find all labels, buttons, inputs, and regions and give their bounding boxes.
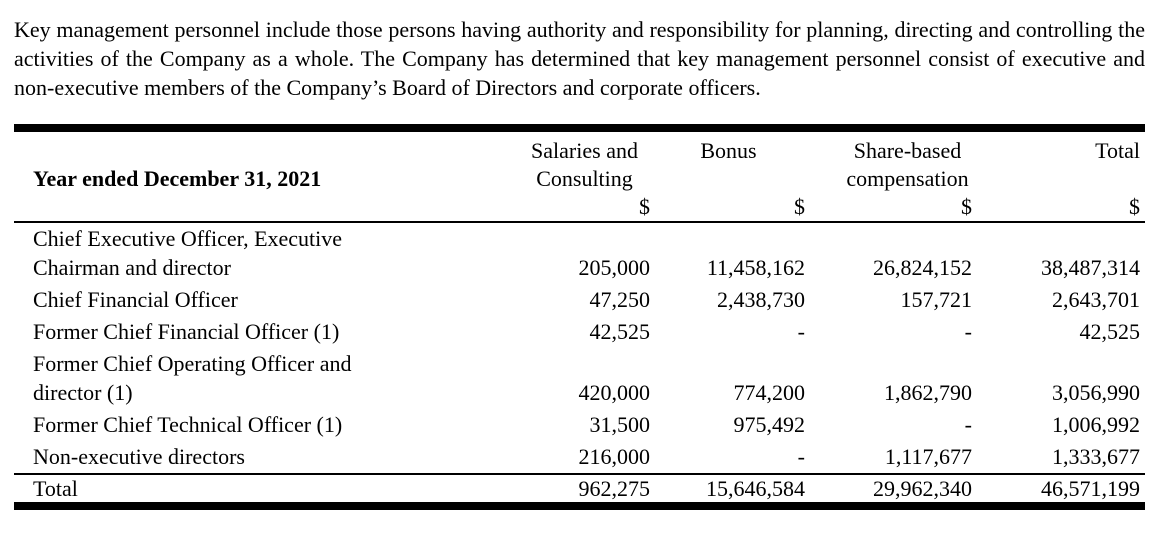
column-header-salaries-line1: Salaries and — [531, 138, 638, 163]
cell-salaries: 31,500 — [589, 412, 651, 437]
table-row-former-cto: Former Chief Technical Officer (1) 31,50… — [14, 409, 1145, 441]
table-row-cfo: Chief Financial Officer 47,250 2,438,730… — [14, 284, 1145, 316]
header-cell-year: Year ended December 31, 2021 — [14, 128, 474, 223]
row-label: Chief Executive Officer, Executive Chair… — [33, 226, 343, 280]
dollar-sign-salaries: $ — [639, 194, 650, 219]
cell-salaries: 205,000 — [578, 255, 651, 280]
column-header-bonus: Bonus $ — [652, 128, 807, 223]
row-label: Non-executive directors — [33, 444, 245, 469]
table-row-grand-total: Total 962,275 15,646,584 29,962,340 46,5… — [14, 473, 1145, 506]
row-label: Former Chief Technical Officer (1) — [33, 412, 343, 437]
cell-share-based: 157,721 — [900, 287, 973, 312]
cell-share-based: 1,862,790 — [884, 380, 972, 405]
dollar-sign-total: $ — [1129, 194, 1140, 219]
cell-total: 2,643,701 — [1052, 287, 1140, 312]
dollar-sign-bonus: $ — [794, 194, 805, 219]
column-header-salaries: Salaries and Consulting $ — [474, 128, 652, 223]
table-header-row: Year ended December 31, 2021 Salaries an… — [14, 128, 1145, 223]
column-header-total: Total $ — [974, 128, 1145, 223]
cell-share-based: 26,824,152 — [873, 255, 972, 280]
cell-share-based: - — [964, 412, 972, 437]
page: Key management personnel include those p… — [14, 17, 1145, 510]
cell-salaries: 42,525 — [589, 319, 651, 344]
column-header-share-based: Share-based compensation $ — [807, 128, 974, 223]
cell-share-based: 29,962,340 — [807, 473, 974, 506]
row-label: Former Chief Financial Officer (1) — [33, 319, 340, 344]
column-header-share-based-line1: Share-based — [853, 138, 962, 163]
cell-total: 42,525 — [1079, 319, 1141, 344]
table-row-non-executive-directors: Non-executive directors 216,000 - 1,117,… — [14, 441, 1145, 474]
cell-bonus: 15,646,584 — [652, 473, 807, 506]
dollar-spacer — [33, 193, 474, 221]
table-row-former-cfo: Former Chief Financial Officer (1) 42,52… — [14, 316, 1145, 348]
row-label: Former Chief Operating Officer and direc… — [33, 351, 352, 405]
cell-salaries: 420,000 — [578, 380, 651, 405]
cell-bonus: - — [797, 444, 805, 469]
cell-total: 1,006,992 — [1052, 412, 1140, 437]
cell-salaries: 216,000 — [578, 444, 651, 469]
table-row-former-coo: Former Chief Operating Officer and direc… — [14, 348, 1145, 409]
cell-total: 46,571,199 — [974, 473, 1145, 506]
cell-bonus: 11,458,162 — [706, 255, 805, 280]
column-header-bonus-line1: Bonus — [700, 138, 757, 163]
cell-bonus: 2,438,730 — [717, 287, 805, 312]
cell-bonus: 774,200 — [733, 380, 806, 405]
table-row-ceo: Chief Executive Officer, Executive Chair… — [14, 222, 1145, 284]
column-header-total-line1: Total — [1095, 138, 1140, 163]
cell-bonus: - — [797, 319, 805, 344]
intro-paragraph: Key management personnel include those p… — [14, 17, 1145, 100]
cell-share-based: - — [964, 319, 972, 344]
row-label: Chief Financial Officer — [33, 287, 238, 312]
compensation-table: Year ended December 31, 2021 Salaries an… — [14, 124, 1145, 510]
cell-total: 1,333,677 — [1052, 444, 1140, 469]
cell-share-based: 1,117,677 — [884, 444, 972, 469]
column-header-share-based-line2: compensation — [846, 166, 969, 191]
cell-salaries: 47,250 — [589, 287, 651, 312]
row-label: Total — [14, 473, 474, 506]
cell-bonus: 975,492 — [733, 412, 806, 437]
year-label: Year ended December 31, 2021 — [33, 166, 322, 191]
cell-salaries: 962,275 — [474, 473, 652, 506]
dollar-sign-share-based: $ — [961, 194, 972, 219]
cell-total: 38,487,314 — [1041, 255, 1140, 280]
cell-total: 3,056,990 — [1052, 380, 1140, 405]
column-header-salaries-line2: Consulting — [536, 166, 633, 191]
